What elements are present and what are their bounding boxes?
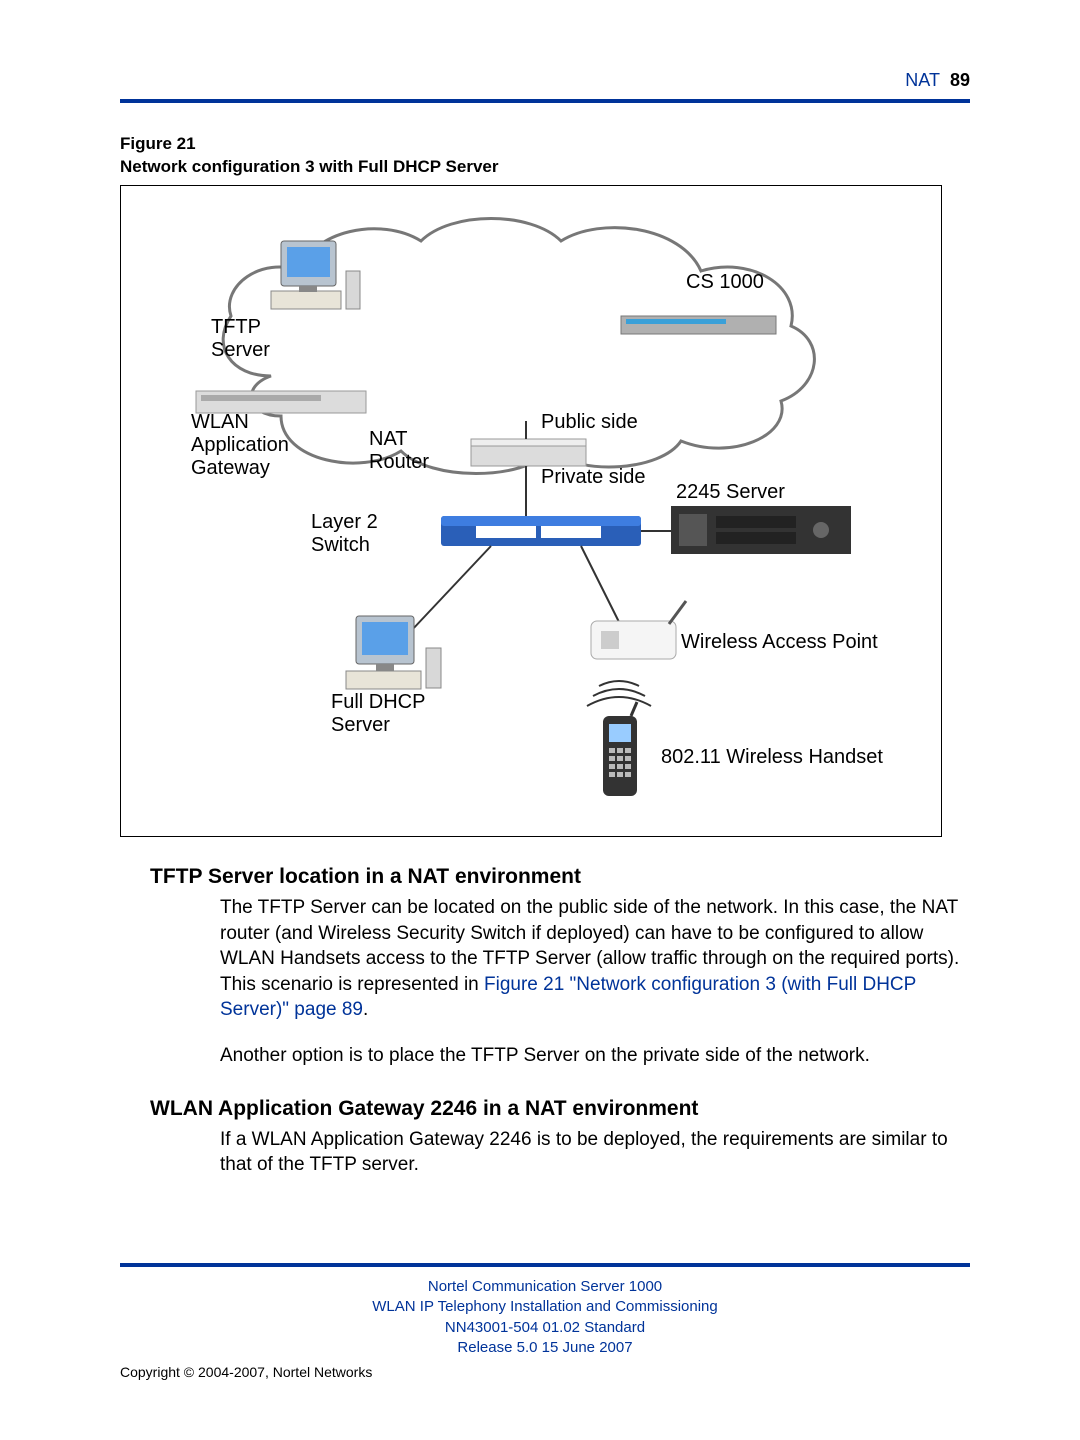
footer-rule — [120, 1263, 970, 1267]
label-nat-router: NAT Router — [369, 428, 429, 474]
running-header: NAT 89 — [120, 70, 970, 91]
figure-caption: Figure 21 Network configuration 3 with F… — [120, 133, 970, 179]
document-page: NAT 89 Figure 21 Network configuration 3… — [0, 0, 1080, 1440]
wireless-ap-icon — [591, 601, 686, 659]
full-dhcp-server-icon — [346, 616, 441, 689]
footer-copyright: Copyright © 2004-2007, Nortel Networks — [120, 1364, 970, 1380]
label-wlan-gw: WLAN Application Gateway — [191, 411, 289, 480]
section-tftp-para2: Another option is to place the TFTP Serv… — [220, 1043, 970, 1069]
section-tftp-title: TFTP Server location in a NAT environmen… — [150, 865, 970, 889]
section-wlan-gw: WLAN Application Gateway 2246 in a NAT e… — [120, 1097, 970, 1178]
section-wlan-gw-title: WLAN Application Gateway 2246 in a NAT e… — [150, 1097, 970, 1121]
cs1000-icon — [621, 316, 776, 334]
section-tftp-para1: The TFTP Server can be located on the pu… — [220, 895, 970, 1023]
footer-line3: NN43001-504 01.02 Standard — [120, 1318, 970, 1338]
footer-line2: WLAN IP Telephony Installation and Commi… — [120, 1297, 970, 1317]
nat-router-icon — [471, 439, 586, 466]
footer-line1: Nortel Communication Server 1000 — [120, 1277, 970, 1297]
label-private-side: Private side — [541, 466, 646, 489]
page-number: 89 — [950, 70, 970, 90]
figure-title: Network configuration 3 with Full DHCP S… — [120, 157, 498, 176]
label-full-dhcp: Full DHCP Server — [331, 691, 425, 737]
wireless-waves-icon — [587, 681, 651, 706]
footer-center: Nortel Communication Server 1000 WLAN IP… — [120, 1277, 970, 1358]
section-wlan-gw-para1: If a WLAN Application Gateway 2246 is to… — [220, 1127, 970, 1178]
footer-line4: Release 5.0 15 June 2007 — [120, 1338, 970, 1358]
label-handset: 802.11 Wireless Handset — [661, 746, 883, 769]
label-2245-server: 2245 Server — [676, 481, 785, 504]
wlan-gateway-icon — [196, 391, 366, 413]
label-l2-switch: Layer 2 Switch — [311, 511, 378, 557]
label-cs1000: CS 1000 — [686, 271, 764, 294]
layer2-switch-icon — [441, 516, 641, 546]
header-rule — [120, 99, 970, 103]
label-wap: Wireless Access Point — [681, 631, 878, 654]
wireless-handset-icon — [603, 702, 637, 796]
label-tftp: TFTP Server — [211, 316, 270, 362]
figure-number: Figure 21 — [120, 134, 196, 153]
diagram-svg — [121, 186, 941, 836]
section-label: NAT — [905, 70, 940, 90]
server-2245-icon — [671, 506, 851, 554]
section-tftp: TFTP Server location in a NAT environmen… — [120, 865, 970, 1069]
network-diagram: CS 1000 TFTP Server WLAN Application Gat… — [120, 185, 942, 837]
label-public-side: Public side — [541, 411, 638, 434]
page-footer: Nortel Communication Server 1000 WLAN IP… — [120, 1263, 970, 1380]
